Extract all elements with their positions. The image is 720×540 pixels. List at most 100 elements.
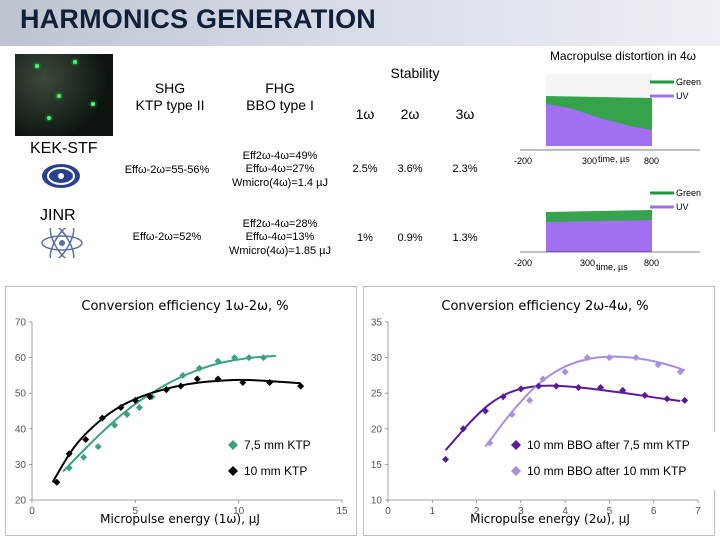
jinr-stab-2w: 0.9% [397,232,423,244]
kek-fhg-eff-3: Wmicro(4ω)=1.4 µJ [232,177,328,189]
data-point-series-0 [517,385,525,393]
data-point-series-0 [179,371,187,379]
data-point-series-0 [552,382,560,390]
x-tick-label: 5 [133,506,139,517]
y-tick-label: 35 [371,318,383,329]
data-point-series-0 [597,384,605,392]
data-point-series-1 [131,396,139,404]
x-tick-label: 0 [385,506,391,517]
laser-spot-2 [73,60,77,64]
data-point-series-1 [561,368,569,376]
data-point-series-1 [526,396,534,404]
stability-col-1w: 1ω [355,106,375,122]
legend-marker-7p5mm [228,440,238,450]
legend-marker-10mm [228,466,238,476]
data-point-series-0 [259,354,267,362]
x-tick-label: 15 [336,506,348,517]
x-tick-label: 7 [695,506,701,517]
data-point-series-1 [214,375,222,383]
data-point-series-0 [499,393,507,401]
data-point-series-0 [442,455,450,463]
x-tick-label: 0 [29,506,35,517]
chart-2-title: Conversion efficiency 2ω-4ω, % [441,299,649,314]
macropulse-panel-jinr: Green UV -200 300 time, µs 800 [510,182,720,272]
data-point-series-0 [65,464,73,472]
y-tick-label: 10 [371,496,383,507]
legend-green-2: Green [676,188,702,198]
macropulse-panel-kek: Green UV -200 300 time, µs 800 [510,68,720,168]
jinr-shg-eff: Effω-2ω=52% [132,231,202,243]
laser-spot-5 [47,116,51,120]
y-tick-label: 30 [371,353,383,364]
tick-time-label-1: time, µs [598,154,630,164]
macropulse-title: Macropulse distortion in 4ω [549,49,697,63]
chart-2-plot: 10 15 20 25 30 35 0 1 2 3 4 5 6 7 [371,318,701,518]
title-bar [0,0,720,46]
kek-shg-eff: Effω-2ω=55-56% [124,164,210,176]
x-tick-label: 6 [651,506,657,517]
kek-stab-1w: 2.5% [352,163,378,175]
data-point-series-1 [654,361,662,369]
data-point-series-1 [162,386,170,394]
x-tick-label: 10 [233,506,245,517]
data-point-series-0 [214,357,222,365]
data-point-series-1 [239,379,247,387]
data-point-series-0 [123,411,131,419]
data-point-series-0 [111,421,119,429]
chart-1-plot: 20 30 40 50 60 70 0 5 10 15 [15,318,348,518]
chart-2-frame [363,286,715,536]
data-point-series-1 [583,354,591,362]
data-point-series-1 [53,478,61,486]
tick-300-2: 300 [580,258,596,268]
data-point-series-0 [231,354,239,362]
tick-800-1: 800 [644,156,660,166]
chart-1-frame [5,286,357,536]
chart-1-title: Conversion efficiency 1ω-2ω, % [81,299,289,314]
data-point-series-0 [681,396,689,404]
data-point-series-0 [641,391,649,399]
x-tick-label: 5 [607,506,613,517]
data-point-series-0 [195,364,203,372]
y-tick-label: 40 [15,424,27,435]
legend-green-1: Green [676,77,702,87]
kek-stab-2w: 3.6% [397,163,423,175]
laser-spot-1 [35,64,39,68]
tick-300-1: 300 [582,156,598,166]
data-point-series-1 [486,439,494,447]
data-point-series-0 [535,382,543,390]
data-point-series-1 [117,403,125,411]
tick-neg200-2: -200 [514,258,533,268]
jinr-fhg-eff-2: Effω-4ω=13% [245,231,315,243]
legend-marker-bbo-7p5 [511,440,521,450]
data-point-series-1 [177,382,185,390]
y-tick-label: 30 [15,460,27,471]
y-tick-label: 15 [371,460,383,471]
tick-neg200-1: -200 [514,156,533,166]
legend-label-10mm: 10 mm KTP [244,464,308,478]
jinr-stab-1w: 1% [357,232,373,244]
data-point-series-1 [508,411,516,419]
jinr-fhg-eff-3: Wmicro(4ω)=1.85 µJ [228,245,332,257]
data-point-series-1 [82,435,90,443]
tick-800-2: 800 [644,258,660,268]
kek-logo [40,162,82,190]
data-point-series-0 [481,407,489,415]
chart-1-xlabel: Micropulse energy (1ω), µJ [100,512,260,526]
y-tick-label: 50 [15,389,27,400]
legend-uv-2: UV [676,202,689,212]
data-point-series-0 [459,425,467,433]
data-point-series-0 [80,453,88,461]
legend-label-7p5mm: 7,5 mm KTP [244,438,311,452]
fhg-header: FHG BBO type I [246,80,314,113]
x-tick-label: 1 [430,506,436,517]
legend-uv-1: UV [676,91,689,101]
data-point-series-0 [135,403,143,411]
kek-fhg-eff-1: Eff2ω-4ω=49% [242,150,318,162]
laser-spot-4 [91,102,95,106]
y-tick-label: 20 [371,424,383,435]
data-point-series-0 [94,443,102,451]
data-point-series-1 [266,379,274,387]
data-point-series-1 [297,382,305,390]
x-tick-label: 2 [474,506,480,517]
data-point-series-0 [245,354,253,362]
